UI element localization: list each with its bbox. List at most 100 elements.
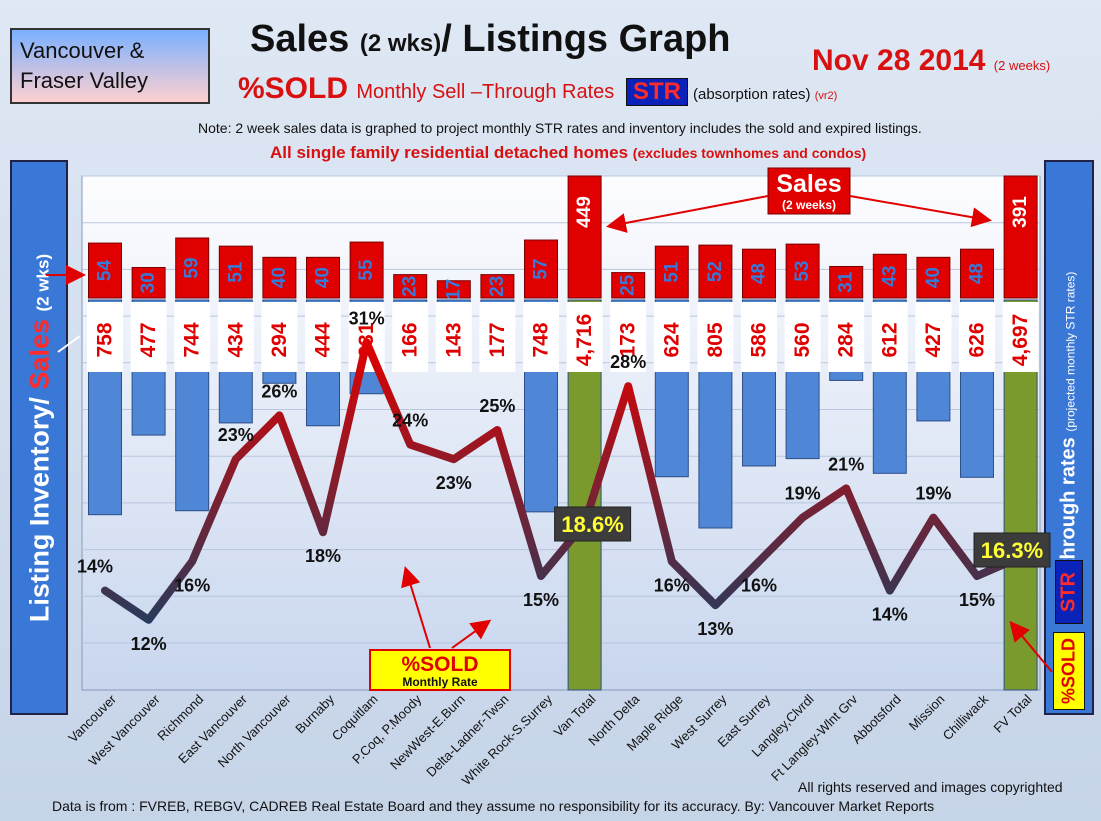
- chart-subtitle: %SOLD Monthly Sell –Through Rates: [238, 72, 614, 106]
- chart-note-2: All single family residential detached h…: [270, 143, 866, 163]
- sold-arrow-right: [451, 619, 492, 649]
- inventory-label-box: [130, 302, 167, 372]
- sales-value-label: 25: [618, 274, 639, 296]
- sold-rate-label: 19%: [915, 484, 951, 504]
- sales-bar: [349, 241, 384, 299]
- sales-bar: [960, 248, 994, 299]
- subtitle-sold: %SOLD: [238, 72, 349, 105]
- left-axis-panel: [10, 160, 68, 715]
- sales-bar: [785, 243, 820, 299]
- sold-rate-label: 28%: [610, 352, 646, 372]
- inventory-value-label: 173: [617, 322, 640, 357]
- inventory-label-box: [1002, 302, 1039, 372]
- van-total-callout-text: 18.6%: [561, 512, 623, 537]
- sales-value-label: 48: [967, 263, 988, 284]
- str-side-badge: STR: [1055, 560, 1083, 624]
- title-rest: / Listings Graph: [441, 18, 731, 60]
- inventory-label-box: [828, 302, 865, 372]
- sales-bar: [393, 274, 428, 299]
- sales-bar: [916, 256, 951, 299]
- chart-date: Nov 28 2014 (2 weeks): [812, 44, 1050, 78]
- date-sub: (2 weeks): [993, 58, 1051, 73]
- region-box: Vancouver & Fraser Valley: [10, 28, 210, 104]
- inventory-label-box: [915, 302, 952, 372]
- sales-bar: [131, 266, 166, 299]
- sales-bar: [262, 256, 297, 299]
- sales-value-label: 48: [749, 263, 770, 284]
- fv-total-callout-text: 16.3%: [981, 538, 1043, 563]
- sales-value-label: 43: [879, 266, 900, 287]
- inventory-label-box: [784, 302, 821, 372]
- fv-total-callout-box: [973, 532, 1051, 568]
- sales-annotation-sub: (2 weeks): [782, 198, 836, 212]
- sales-value-label: 449: [574, 196, 595, 228]
- sold-rate-label: 18%: [305, 546, 341, 566]
- version-text: (vr2): [814, 90, 838, 102]
- sales-value-label: 40: [269, 267, 290, 288]
- category-tick-label: NewWest-E.Burn: [387, 692, 468, 773]
- sold-rate-label: 25%: [479, 396, 515, 416]
- sales-bar: [306, 256, 340, 299]
- inventory-label-box: [871, 302, 908, 372]
- sales-value-label: 17: [443, 279, 464, 300]
- inventory-label-box: [479, 302, 516, 372]
- sales-arrow-right: [849, 195, 992, 228]
- inventory-value-label: 748: [530, 322, 553, 357]
- sales-bar: [829, 265, 864, 299]
- title-paren: (2 wks): [359, 30, 442, 57]
- inventory-label-box: [653, 302, 690, 372]
- inventory-label-box: [261, 302, 298, 372]
- inventory-value-label: 4,697: [1009, 314, 1032, 367]
- category-tick-label: Mission: [906, 692, 948, 734]
- sold-rate-label: 23%: [218, 425, 254, 445]
- title-main: Sales: [250, 18, 360, 60]
- inventory-value-label: 177: [486, 322, 509, 357]
- copyright-note: All rights reserved and images copyright…: [798, 779, 1063, 795]
- inventory-value-label: 166: [399, 322, 422, 357]
- sales-bar: [872, 253, 907, 299]
- sales-value-label: 40: [923, 267, 944, 288]
- sales-bar: [742, 248, 776, 299]
- sold-rate-label: 19%: [785, 484, 821, 504]
- sold-annotation-title: %SOLD: [401, 653, 478, 676]
- sold-rate-label: 13%: [697, 619, 733, 639]
- sales-value-label: 52: [705, 261, 726, 282]
- inventory-label-box: [392, 302, 429, 372]
- sales-value-label: 391: [1010, 196, 1031, 228]
- inventory-value-label: 284: [835, 322, 858, 357]
- category-tick-label: Chilliwack: [940, 691, 992, 743]
- inventory-label-box: [523, 302, 559, 372]
- sold-side-arrow: [1009, 620, 1053, 673]
- sales-value-label: 51: [225, 261, 246, 283]
- inventory-value-label: 586: [748, 322, 771, 357]
- sales-annotation-box: [767, 167, 851, 215]
- sold-rate-label: 31%: [349, 308, 385, 328]
- sold-rate-label: 15%: [523, 590, 559, 610]
- chart-note: Note: 2 week sales data is graphed to pr…: [198, 120, 922, 136]
- inventory-value-label: 758: [94, 322, 117, 357]
- sold-rate-label: 24%: [392, 411, 428, 431]
- sales-bar: [567, 175, 602, 299]
- sold-rate-label: 14%: [77, 557, 113, 577]
- sales-value-label: 57: [531, 258, 552, 279]
- sales-bar: [611, 272, 646, 299]
- region-line2: Fraser Valley: [20, 68, 148, 93]
- category-tick-label: Delta-Ladner-Twsn: [423, 692, 511, 780]
- inventory-label-box: [610, 302, 647, 372]
- inventory-label-box: [305, 302, 341, 372]
- date-main: Nov 28 2014: [812, 44, 986, 77]
- inventory-value-label: 626: [966, 322, 989, 357]
- sold-annotation-sub: Monthly Rate: [402, 675, 478, 689]
- inventory-value-label: 143: [442, 322, 465, 357]
- sold-side-badge: %SOLD: [1053, 632, 1085, 710]
- inventory-axis-arrow: [57, 335, 81, 353]
- source-note: Data is from : FVREB, REBGV, CADREB Real…: [52, 798, 935, 814]
- sold-rate-label: 15%: [959, 590, 995, 610]
- inventory-label-box: [741, 302, 777, 372]
- sold-rate-label: 26%: [261, 381, 297, 401]
- inventory-value-label: 805: [704, 322, 727, 357]
- van-total-callout-box: [554, 506, 632, 542]
- sales-value-label: 53: [792, 260, 813, 281]
- inventory-value-label: 624: [660, 322, 683, 357]
